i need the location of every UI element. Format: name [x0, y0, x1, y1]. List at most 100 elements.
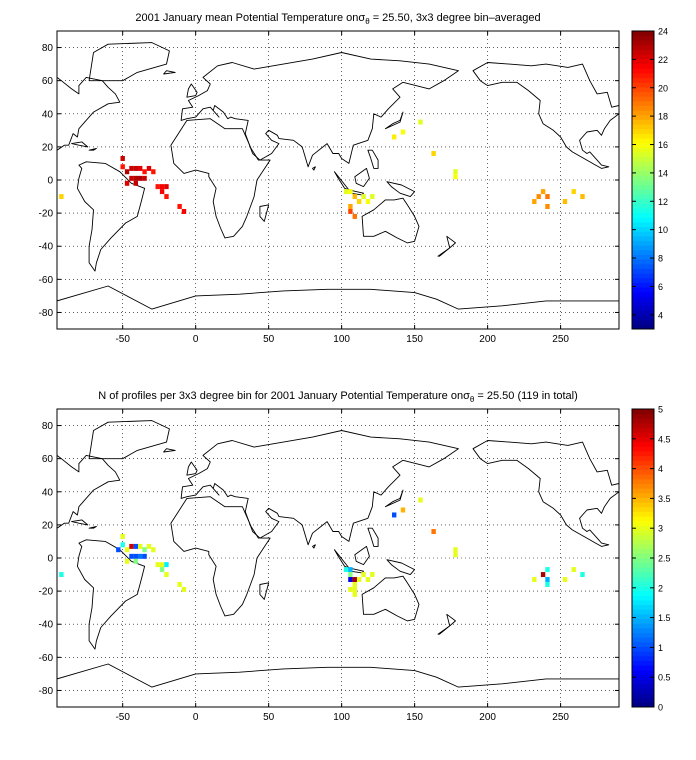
- coastline: [57, 285, 619, 329]
- coastline: [170, 118, 271, 239]
- colorbar-segment: [632, 170, 654, 176]
- data-cell: [580, 194, 585, 200]
- colorbar-tick-label: 3.5: [658, 494, 671, 504]
- colorbar-segment: [632, 310, 654, 316]
- y-tick-label: 80: [42, 421, 54, 432]
- x-tick-label: 150: [406, 334, 423, 345]
- colorbar-segment: [632, 156, 654, 162]
- colorbar-segment: [632, 688, 654, 694]
- colorbar-segment: [632, 450, 654, 457]
- colorbar-tick-label: 4: [658, 310, 663, 320]
- data-cell: [352, 213, 357, 219]
- title-text-suffix: = 25.50 (119 in total): [474, 390, 577, 402]
- colorbar-segment: [632, 198, 654, 204]
- colorbar-segment: [632, 436, 654, 443]
- data-cell: [133, 175, 139, 181]
- x-tick-label: 100: [333, 712, 350, 723]
- data-cell: [142, 169, 147, 175]
- colorbar-segment: [632, 488, 654, 494]
- colorbar-segment: [632, 567, 654, 573]
- data-cell: [129, 175, 134, 181]
- data-cell: [159, 562, 165, 568]
- colorbar-segment: [632, 128, 654, 134]
- data-cell: [181, 586, 187, 592]
- data-cell: [146, 543, 152, 549]
- colorbar-tick-label: 3: [658, 524, 663, 534]
- colorbar-segment: [632, 581, 654, 587]
- colorbar-segment: [632, 77, 654, 83]
- colorbar-segment: [632, 124, 654, 130]
- coastline: [472, 62, 619, 169]
- coastline: [333, 171, 350, 191]
- data-cell: [155, 562, 160, 568]
- colorbar-segment: [632, 54, 654, 60]
- colorbar-segment: [632, 455, 654, 461]
- colorbar-segment: [632, 497, 654, 503]
- data-cell: [352, 582, 357, 587]
- data-cell: [545, 567, 550, 573]
- colorbar-segment: [632, 277, 654, 283]
- data-cell: [120, 533, 125, 539]
- colorbar-segment: [632, 478, 654, 484]
- data-cell: [352, 577, 357, 583]
- colorbar-segment: [632, 58, 654, 65]
- x-tick-label: 50: [263, 712, 275, 723]
- coastline: [186, 461, 198, 476]
- colorbar-segment: [632, 646, 654, 652]
- colorbar-segment: [632, 324, 654, 330]
- colorbar-segment: [632, 441, 654, 447]
- colorbar-segment: [632, 571, 654, 578]
- coastline: [57, 663, 619, 707]
- data-cell: [133, 553, 139, 559]
- colorbar-segment: [632, 231, 654, 237]
- y-tick-label: 20: [42, 142, 54, 153]
- data-cell: [155, 184, 160, 190]
- colorbar-segment: [632, 138, 654, 144]
- colorbar-segment: [632, 114, 654, 120]
- coastline: [71, 519, 89, 526]
- colorbar-segment: [632, 618, 654, 624]
- y-tick-label: 60: [42, 76, 54, 87]
- colorbar-tick-label: 16: [658, 140, 668, 150]
- coastline: [312, 544, 316, 549]
- colorbar-segment: [632, 147, 654, 153]
- coastline: [259, 204, 270, 222]
- colorbar-segment: [632, 91, 654, 97]
- colorbar-segment: [632, 44, 654, 51]
- data-cell: [164, 562, 169, 568]
- colorbar-segment: [632, 474, 654, 480]
- colorbar-segment: [632, 226, 654, 232]
- colorbar-segment: [632, 464, 654, 471]
- title-text: N of profiles per 3x3 degree bin for 200…: [98, 390, 470, 402]
- y-tick-label: -60: [39, 275, 54, 286]
- colorbar-frame: [631, 30, 655, 330]
- coastline: [354, 167, 370, 188]
- colorbar-segment: [632, 282, 654, 288]
- data-cell: [159, 189, 165, 195]
- colorbar-segment: [632, 674, 654, 680]
- coastline: [437, 613, 456, 635]
- colorbar-segment: [632, 268, 654, 274]
- data-cell: [164, 572, 169, 578]
- colorbar-segment: [632, 180, 654, 186]
- colorbar-segment: [632, 609, 654, 615]
- colorbar-segment: [632, 217, 654, 223]
- colorbar-segment: [632, 683, 654, 689]
- colorbar-segment: [632, 31, 654, 37]
- coastline: [88, 526, 97, 529]
- colorbar-segment: [632, 301, 654, 307]
- data-cell: [120, 164, 125, 170]
- colorbar-tick-label: 2.5: [658, 554, 671, 564]
- colorbar-segment: [632, 305, 654, 311]
- coastline: [312, 166, 316, 171]
- map-panel-1: 2001 January mean Potential Temperature …: [39, 12, 668, 345]
- data-cell: [562, 577, 568, 583]
- y-tick-label: 0: [47, 554, 53, 565]
- colorbar-segment: [632, 632, 654, 638]
- y-tick-label: 0: [47, 176, 53, 187]
- data-cell: [352, 591, 357, 597]
- colorbar-tick-label: 8: [658, 254, 663, 264]
- colorbar-segment: [632, 613, 654, 620]
- data-cell: [400, 507, 406, 513]
- coastline: [180, 430, 459, 546]
